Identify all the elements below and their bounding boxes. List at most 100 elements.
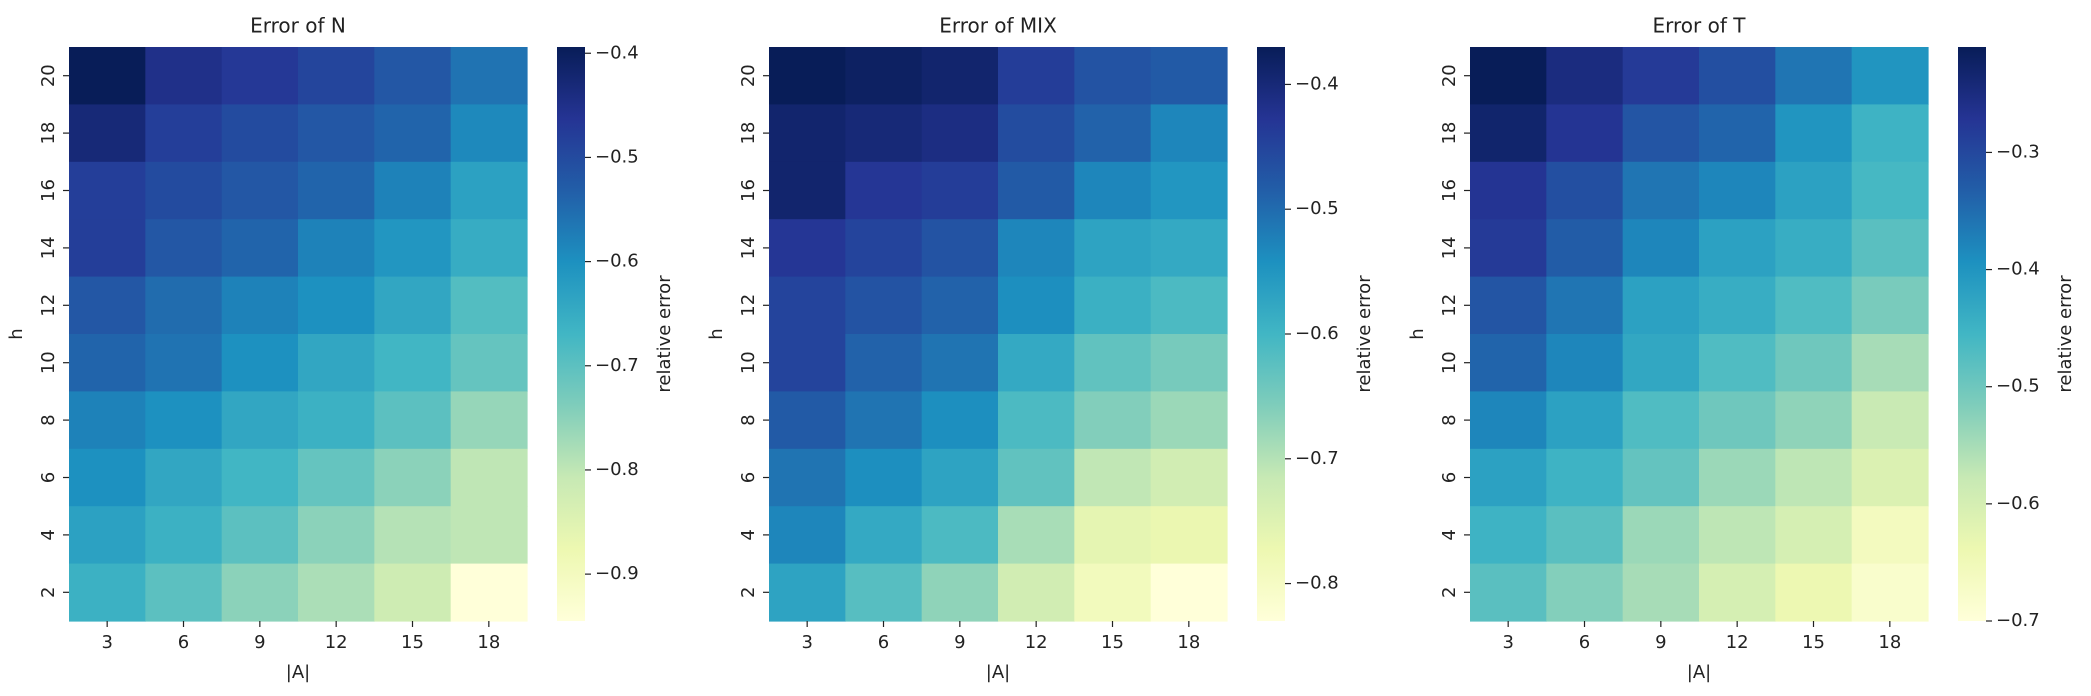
heatmap-cell <box>374 219 452 278</box>
heatmap-cell <box>1622 161 1700 220</box>
heatmap-cell <box>1622 334 1700 392</box>
heatmap-cell <box>845 563 923 622</box>
x-tick-label: 15 <box>1802 632 1825 653</box>
heatmap-cell <box>145 506 223 565</box>
heatmap-cell <box>1470 104 1547 163</box>
colorbar-tick-label: −0.8 <box>1295 573 1339 594</box>
colorbar-tick-label: −0.4 <box>1295 73 1339 94</box>
heatmap-cell <box>1622 276 1700 335</box>
heatmap-cell <box>1775 161 1853 220</box>
heatmap-cell <box>221 563 299 622</box>
x-axis-label: |A| <box>1687 662 1711 683</box>
y-axis-label: h <box>6 328 27 339</box>
colorbar-label: relative error <box>654 275 675 393</box>
heatmap-cell <box>1851 448 1929 507</box>
heatmap-panel: Error of N 3 6 9 12 15 18 20 18 16 14 12 10 8 6 4 2 |A| h −… <box>6 14 675 684</box>
heatmap-cell <box>1074 391 1152 450</box>
heatmap-cell <box>845 161 923 220</box>
heatmap-cell <box>298 161 375 220</box>
y-tick-label: 20 <box>1439 64 1460 87</box>
y-tick-label: 4 <box>1439 529 1460 540</box>
heatmap-cell <box>1470 161 1547 220</box>
heatmap-cell <box>845 448 923 507</box>
heatmap-cell <box>769 161 846 220</box>
colorbar-tick-label: −0.6 <box>1295 323 1339 344</box>
heatmap-cell <box>1622 104 1700 163</box>
x-tick-label: 18 <box>1878 632 1901 653</box>
colorbar <box>557 47 585 621</box>
heatmap-cell <box>1470 506 1547 565</box>
heatmap-cell <box>145 334 223 392</box>
x-axis-label: |A| <box>986 662 1010 683</box>
y-tick-label: 2 <box>38 587 59 598</box>
heatmap-cell <box>1546 219 1624 278</box>
heatmap-cell <box>1699 161 1776 220</box>
heatmap-cell <box>998 276 1075 335</box>
y-tick-label: 10 <box>1439 351 1460 374</box>
heatmap-cell <box>1851 506 1929 565</box>
y-tick-label: 14 <box>38 236 59 259</box>
heatmap-cell <box>221 276 299 335</box>
y-tick-label: 10 <box>738 351 759 374</box>
colorbar-tick-label: −0.4 <box>595 42 639 63</box>
heatmap-cell <box>450 448 528 507</box>
heatmap-cell <box>845 334 923 392</box>
heatmap-cell <box>845 276 923 335</box>
heatmap-cell <box>769 506 846 565</box>
heatmap-cell <box>845 104 923 163</box>
x-tick-label: 15 <box>401 632 424 653</box>
heatmap-cell <box>1546 104 1624 163</box>
colorbar-tick-label: −0.3 <box>1996 141 2040 162</box>
x-tick-label: 12 <box>1726 632 1749 653</box>
heatmap-cell <box>450 506 528 565</box>
y-tick-label: 16 <box>38 179 59 202</box>
y-tick-label: 8 <box>1439 414 1460 425</box>
heatmap-cell <box>1470 276 1547 335</box>
heatmap-cell <box>1074 219 1152 278</box>
heatmap-cell <box>1851 276 1929 335</box>
heatmap-cell <box>1622 506 1700 565</box>
y-tick-label: 2 <box>1439 587 1460 598</box>
heatmap-cell <box>769 47 846 105</box>
heatmap-cell <box>1851 334 1929 392</box>
heatmap-cell <box>145 161 223 220</box>
colorbar-tick-label: −0.5 <box>1996 376 2040 397</box>
heatmap-cell <box>1470 47 1547 105</box>
y-tick-label: 8 <box>738 414 759 425</box>
heatmap-cell <box>450 161 528 220</box>
heatmap-cell <box>921 161 999 220</box>
heatmap-cell <box>69 506 146 565</box>
y-tick-label: 16 <box>738 179 759 202</box>
colorbar-tick-label: −0.6 <box>1996 493 2040 514</box>
heatmap-cell <box>298 448 375 507</box>
heatmap-cell <box>1074 104 1152 163</box>
heatmap-cell <box>450 334 528 392</box>
heatmap-cell <box>1546 448 1624 507</box>
y-tick-label: 16 <box>1439 179 1460 202</box>
heatmap-cell <box>1775 391 1853 450</box>
heatmap-cell <box>1074 334 1152 392</box>
colorbar-label: relative error <box>1354 275 1375 393</box>
heatmap-cell <box>1470 334 1547 392</box>
y-tick-label: 12 <box>1439 294 1460 317</box>
colorbar-tick-label: −0.4 <box>1996 259 2040 280</box>
heatmap-cell <box>1699 334 1776 392</box>
x-tick-label: 3 <box>801 632 812 653</box>
heatmap-cell <box>69 161 146 220</box>
heatmap-cell <box>1150 563 1228 622</box>
y-tick-label: 6 <box>738 472 759 483</box>
heatmap-cell <box>69 104 146 163</box>
heatmap-cell <box>1470 448 1547 507</box>
y-axis-label: h <box>706 328 727 339</box>
heatmap-cell <box>450 391 528 450</box>
y-tick-label: 8 <box>38 414 59 425</box>
colorbar-tick-label: −0.8 <box>595 459 639 480</box>
y-tick-label: 14 <box>738 236 759 259</box>
x-tick-label: 6 <box>878 632 889 653</box>
heatmap-cell <box>998 563 1075 622</box>
heatmap-cell <box>1699 391 1776 450</box>
heatmap-cell <box>1622 448 1700 507</box>
heatmap-cell <box>450 219 528 278</box>
heatmap-cell <box>450 47 528 105</box>
